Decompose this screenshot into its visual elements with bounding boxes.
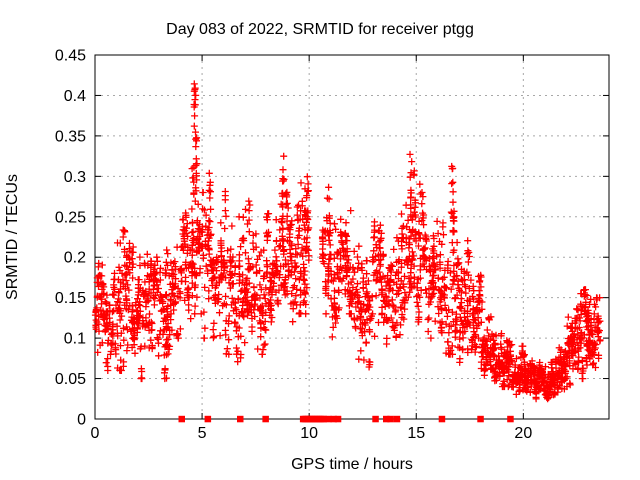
- y-tick-label: 0.35: [55, 128, 86, 145]
- zero-value-square-marker: [334, 415, 342, 423]
- y-tick-label: 0.2: [64, 250, 86, 267]
- y-axis-label: SRMTID / TECUs: [4, 174, 21, 300]
- x-tick-label: 15: [407, 425, 425, 442]
- data-points-plus-markers: [91, 80, 604, 403]
- zero-value-square-marker: [320, 415, 327, 423]
- y-tick-label: 0.3: [64, 169, 86, 186]
- x-tick-label: 20: [514, 425, 532, 442]
- x-tick-label: 0: [91, 425, 100, 442]
- flagged-zero-square-markers: [178, 415, 514, 423]
- zero-value-square-marker: [325, 415, 332, 423]
- y-tick-label: 0.25: [55, 209, 86, 226]
- y-tick-label: 0.4: [64, 88, 86, 105]
- zero-value-square-marker: [204, 415, 212, 423]
- x-axis-label: GPS time / hours: [291, 456, 413, 473]
- y-tick-label: 0.05: [55, 371, 86, 388]
- zero-value-square-marker: [438, 415, 446, 423]
- y-tick-label: 0.45: [55, 48, 86, 65]
- plot-border: [94, 54, 610, 420]
- x-tick-label: 10: [300, 425, 318, 442]
- zero-value-square-marker: [477, 415, 484, 423]
- zero-value-square-marker: [387, 415, 394, 423]
- zero-value-square-marker: [178, 415, 185, 423]
- y-tick-label: 0: [77, 412, 86, 429]
- zero-value-square-marker: [372, 415, 379, 423]
- zero-value-square-marker: [262, 415, 269, 423]
- zero-value-square-marker: [393, 415, 401, 423]
- zero-value-square-marker: [330, 415, 337, 423]
- y-tick-label: 0.15: [55, 290, 86, 307]
- zero-value-square-marker: [383, 415, 390, 423]
- y-tick-label: 0.1: [64, 331, 86, 348]
- x-tick-label: 5: [198, 425, 207, 442]
- x-tick-labels: 0 5 10 15 20: [91, 425, 533, 442]
- zero-value-square-marker: [237, 415, 244, 423]
- chart-title: Day 083 of 2022, SRMTID for receiver ptg…: [166, 21, 474, 38]
- zero-value-square-marker: [507, 415, 514, 423]
- y-tick-labels: 0 0.05 0.1 0.15 0.2 0.25 0.3 0.35 0.4 0.45: [55, 48, 86, 429]
